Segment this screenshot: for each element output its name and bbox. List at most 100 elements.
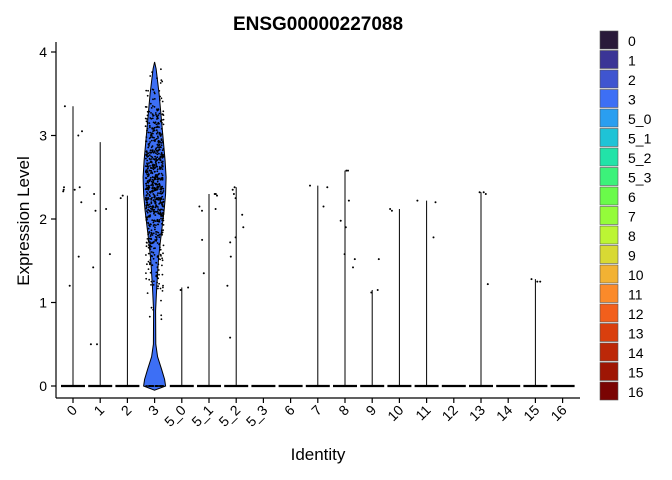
data-point (156, 156, 159, 159)
data-point (161, 165, 164, 168)
data-point (148, 154, 151, 157)
data-point (80, 201, 83, 204)
data-point (160, 213, 163, 216)
data-point (214, 193, 217, 195)
data-point (152, 190, 155, 192)
data-point (161, 222, 163, 225)
data-point (148, 169, 151, 172)
data-point (150, 385, 153, 387)
data-point (154, 226, 156, 229)
data-point (147, 185, 150, 188)
legend-swatch (599, 30, 619, 50)
data-point (156, 143, 159, 146)
x-tick-label: 8 (335, 402, 352, 419)
legend-item: 3 (599, 89, 636, 108)
data-point (162, 190, 165, 192)
data-point (147, 143, 150, 146)
data-point (434, 201, 437, 204)
data-point (158, 282, 161, 285)
data-point (152, 121, 155, 124)
data-point (147, 239, 150, 242)
data-point (150, 280, 153, 283)
data-point (157, 287, 159, 290)
data-point (156, 146, 159, 149)
data-point (162, 123, 165, 126)
violin-0 (61, 105, 85, 388)
data-point (148, 124, 151, 127)
data-point (432, 236, 435, 239)
violin-5_2 (224, 186, 249, 388)
x-tick-label: 12 (439, 402, 461, 424)
data-point (158, 182, 161, 185)
legend-label: 5_0 (628, 111, 652, 127)
data-point (158, 112, 161, 115)
data-point (156, 183, 159, 186)
legend-item: 10 (599, 264, 644, 284)
data-point (155, 113, 157, 116)
data-point (150, 107, 153, 109)
legend-item: 13 (599, 323, 644, 342)
legend-label: 13 (628, 326, 644, 342)
legend-label: 14 (628, 345, 644, 361)
data-point (149, 75, 152, 77)
data-point (152, 208, 154, 211)
data-point (352, 266, 354, 269)
data-point (148, 145, 150, 147)
y-axis: 0 1 2 3 4 (39, 42, 57, 398)
data-point (148, 157, 151, 160)
data-point (119, 197, 122, 200)
data-point (482, 191, 485, 194)
data-point (151, 150, 154, 153)
data-point (159, 157, 161, 160)
data-point (154, 175, 157, 178)
data-point (153, 106, 156, 108)
data-point (179, 289, 182, 291)
data-point (160, 318, 163, 321)
data-point (155, 238, 158, 241)
data-point (149, 271, 152, 274)
x-tick-label: 5_3 (243, 402, 271, 430)
data-point (156, 159, 159, 161)
legend-swatch (599, 245, 619, 264)
data-point (161, 219, 164, 222)
data-point (148, 231, 151, 233)
data-point (93, 193, 96, 195)
data-point (145, 157, 147, 160)
legend-item: 8 (599, 225, 636, 245)
data-point (160, 127, 163, 130)
data-point (201, 238, 204, 241)
data-point (149, 165, 151, 167)
data-point (147, 204, 150, 207)
data-point (149, 242, 152, 245)
data-point (147, 233, 150, 236)
legend-item: 16 (599, 381, 644, 401)
legend-label: 9 (628, 248, 636, 264)
legend-swatch (599, 323, 619, 342)
data-point (326, 186, 329, 189)
data-point (146, 153, 149, 155)
data-point (157, 208, 160, 211)
data-point (148, 162, 150, 165)
data-point (161, 160, 164, 163)
data-point (159, 178, 162, 181)
data-point (162, 198, 165, 201)
data-point (147, 166, 150, 168)
data-point (152, 251, 155, 254)
data-point (486, 283, 489, 286)
legend-swatch (599, 206, 619, 225)
data-point (145, 182, 148, 185)
data-point (159, 185, 161, 187)
data-point (149, 172, 152, 174)
data-point (157, 114, 160, 116)
data-point (151, 71, 154, 73)
data-point (156, 197, 159, 200)
data-point (146, 181, 149, 184)
data-point (152, 181, 155, 184)
data-point (152, 98, 154, 101)
legend-label: 6 (628, 189, 636, 205)
data-point (201, 209, 203, 212)
x-tick-label: 11 (412, 402, 434, 424)
data-point (161, 257, 164, 260)
data-point (151, 167, 154, 170)
